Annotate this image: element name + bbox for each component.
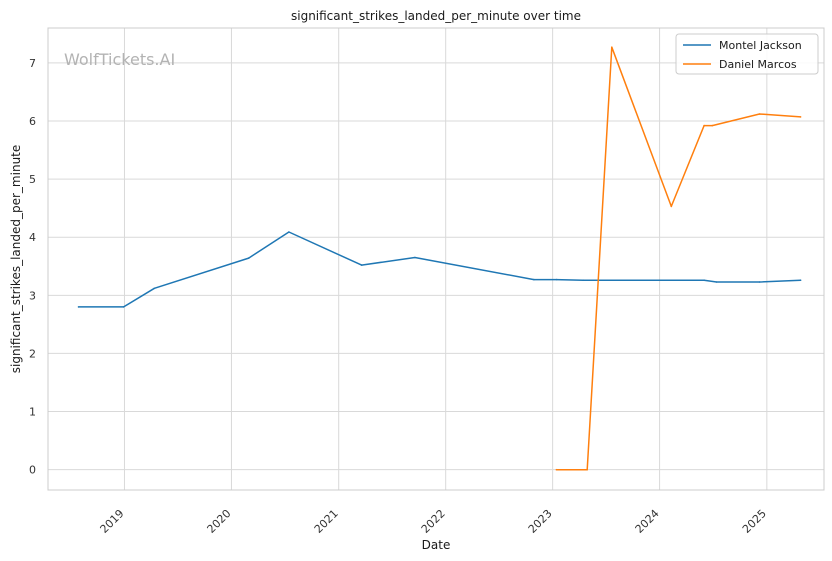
y-tick-label: 4 <box>29 231 36 244</box>
x-tick-label: 2019 <box>98 507 127 536</box>
y-tick-label: 1 <box>29 406 36 419</box>
y-tick-labels: 0 1 2 3 4 5 6 7 <box>29 57 36 477</box>
data-point <box>703 124 705 127</box>
data-point <box>77 306 80 308</box>
y-tick-label: 5 <box>29 173 36 186</box>
x-tick-label: 2020 <box>205 507 234 536</box>
legend-label: Montel Jackson <box>719 39 802 52</box>
chart-title: significant_strikes_landed_per_minute ov… <box>291 9 581 23</box>
data-point <box>360 264 363 266</box>
x-axis-label: Date <box>422 538 451 552</box>
data-point <box>758 281 761 283</box>
x-tick-label: 2021 <box>312 507 341 536</box>
data-point <box>711 124 714 127</box>
x-tick-label: 2025 <box>740 507 769 536</box>
legend-label: Daniel Marcos <box>719 58 797 71</box>
legend-box <box>675 33 819 75</box>
data-point <box>555 468 558 471</box>
y-tick-label: 6 <box>29 115 36 128</box>
data-point <box>153 287 156 290</box>
data-point <box>555 278 558 281</box>
data-point <box>799 279 802 282</box>
y-tick-label: 3 <box>29 289 36 302</box>
data-point <box>533 278 535 281</box>
y-tick-label: 2 <box>29 347 36 360</box>
series-line <box>556 46 801 471</box>
watermark-text: WolfTickets.AI <box>64 50 175 69</box>
data-point <box>247 257 250 259</box>
data-point <box>758 113 761 115</box>
series-lines <box>77 46 802 471</box>
data-point <box>799 116 802 118</box>
y-tick-label: 0 <box>29 464 36 477</box>
x-tick-label: 2022 <box>419 507 448 536</box>
series-line <box>78 231 801 308</box>
data-point <box>288 231 290 233</box>
plot-frame <box>47 27 825 491</box>
x-tick-labels: 2019 2020 2021 2022 2023 2024 2025 <box>98 507 769 536</box>
y-tick-label: 7 <box>29 57 36 70</box>
y-axis-label: significant_strikes_landed_per_minute <box>9 145 23 374</box>
data-point <box>715 281 718 283</box>
data-point <box>582 279 584 282</box>
x-tick-label: 2023 <box>526 507 555 536</box>
data-point <box>586 468 588 471</box>
data-point <box>703 279 705 282</box>
data-point <box>611 46 613 48</box>
data-point <box>122 306 125 308</box>
data-point <box>414 256 416 259</box>
data-point <box>670 205 673 208</box>
grid-lines <box>48 28 824 490</box>
legend: Montel Jackson Daniel Marcos <box>675 33 819 75</box>
x-tick-label: 2024 <box>633 507 662 536</box>
